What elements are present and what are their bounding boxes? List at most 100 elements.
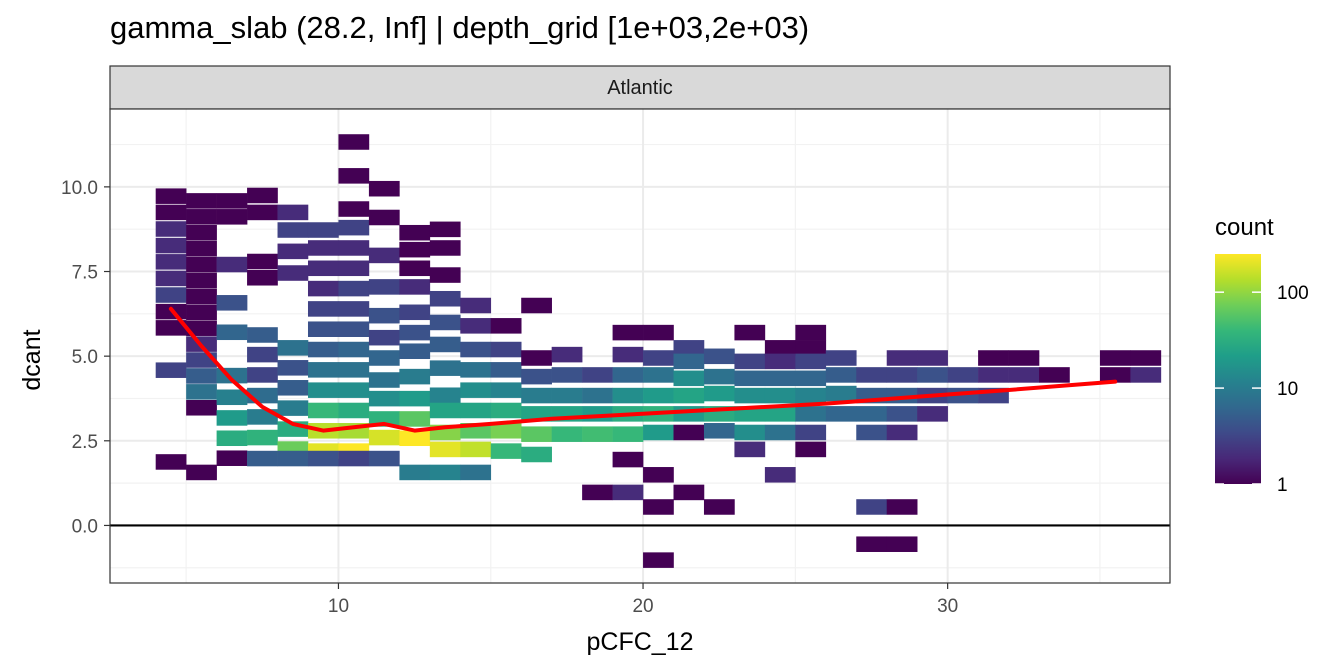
heatmap-cell bbox=[429, 464, 461, 481]
heatmap-cell bbox=[460, 382, 492, 398]
heatmap-cell bbox=[399, 224, 431, 241]
x-tick-label: 20 bbox=[632, 596, 653, 617]
legend-title: count bbox=[1215, 214, 1274, 241]
heatmap-cell bbox=[643, 552, 674, 568]
heatmap-cell bbox=[612, 387, 644, 404]
heatmap-cell bbox=[886, 499, 918, 515]
heatmap-cell bbox=[460, 318, 492, 334]
heatmap-cell bbox=[368, 429, 400, 446]
heatmap-cell bbox=[277, 360, 309, 376]
heatmap-cell bbox=[216, 256, 248, 273]
heatmap-cell bbox=[216, 410, 248, 426]
heatmap-cell bbox=[216, 389, 248, 406]
heatmap-cell bbox=[429, 336, 461, 353]
y-axis: 0.0 2.5 5.0 7.5 10.0 bbox=[61, 178, 110, 537]
heatmap-cell bbox=[764, 406, 796, 422]
heatmap-cell bbox=[764, 424, 796, 441]
heatmap-cell bbox=[734, 370, 766, 387]
heatmap-cell bbox=[490, 318, 522, 334]
heatmap-cell bbox=[643, 467, 674, 483]
heatmap-cell bbox=[917, 367, 948, 383]
heatmap-cell bbox=[338, 362, 370, 378]
heatmap-cell bbox=[186, 256, 217, 273]
heatmap-cell bbox=[886, 367, 918, 383]
heatmap-cell bbox=[521, 368, 552, 385]
heatmap-cell bbox=[795, 424, 827, 441]
heatmap-cell bbox=[490, 423, 522, 439]
heatmap-cell bbox=[703, 385, 735, 402]
heatmap-cell bbox=[155, 270, 187, 287]
heatmap-cell bbox=[886, 350, 918, 366]
heatmap-cell bbox=[612, 426, 644, 442]
heatmap-cell bbox=[338, 219, 370, 236]
heatmap-cell bbox=[521, 426, 552, 442]
heatmap-cell bbox=[795, 441, 827, 458]
heatmap-cell bbox=[582, 387, 613, 404]
heatmap-cell bbox=[247, 253, 278, 270]
y-axis-title: dcant bbox=[18, 329, 46, 390]
heatmap-cell bbox=[368, 390, 400, 407]
heatmap-cell bbox=[460, 464, 492, 481]
heatmap-cell bbox=[551, 346, 583, 363]
heatmap-cell bbox=[764, 340, 796, 356]
heatmap-cell bbox=[368, 450, 400, 467]
heatmap-cell bbox=[307, 450, 339, 467]
heatmap-cell bbox=[429, 221, 461, 238]
heatmap-cell bbox=[155, 221, 187, 237]
heatmap-cell bbox=[399, 324, 431, 341]
plot-panel bbox=[110, 109, 1170, 583]
heatmap-cell bbox=[277, 265, 309, 281]
heatmap-cell bbox=[886, 536, 918, 552]
heatmap-cell bbox=[734, 424, 766, 441]
heatmap-cell bbox=[429, 267, 461, 283]
heatmap-cell bbox=[186, 288, 217, 305]
heatmap-cell bbox=[795, 387, 827, 404]
y-tick-label: 7.5 bbox=[72, 263, 98, 284]
legend-colorbar bbox=[1215, 254, 1261, 484]
y-tick-label: 2.5 bbox=[72, 432, 98, 453]
heatmap-cell bbox=[795, 370, 827, 387]
heatmap-cell bbox=[186, 224, 217, 241]
x-tick-label: 30 bbox=[937, 596, 958, 617]
smooth-line bbox=[168, 306, 1118, 433]
heatmap-cell bbox=[825, 350, 857, 366]
heatmap-cell bbox=[521, 350, 552, 366]
heatmap-cell bbox=[734, 353, 766, 370]
heatmap-cell bbox=[338, 321, 370, 337]
heatmap-cell bbox=[307, 240, 339, 256]
heatmap-cell bbox=[399, 464, 431, 481]
heatmap-cell bbox=[368, 372, 400, 388]
heatmap-cell bbox=[643, 424, 674, 441]
heatmap-cell bbox=[825, 406, 857, 422]
heatmap-cell bbox=[277, 450, 309, 467]
heatmap-cell bbox=[399, 260, 431, 277]
heatmap-cell bbox=[582, 484, 613, 501]
heatmap-cell bbox=[338, 450, 370, 467]
heatmap-cell bbox=[338, 260, 370, 277]
heatmap-cell bbox=[703, 423, 735, 439]
heatmap-cell bbox=[1008, 350, 1040, 366]
heatmap-cell bbox=[734, 324, 766, 341]
heatmap-cell bbox=[307, 321, 339, 337]
heatmap-cell bbox=[338, 240, 370, 256]
heatmap-cell bbox=[643, 324, 674, 341]
heatmap-cell bbox=[307, 382, 339, 398]
heatmap-cell bbox=[429, 290, 461, 307]
heatmap-cell bbox=[795, 340, 827, 356]
heatmap-cell bbox=[429, 360, 461, 376]
heatmap-cell bbox=[338, 402, 370, 419]
heatmap-cell bbox=[307, 362, 339, 378]
heatmap-cell bbox=[399, 390, 431, 407]
heatmap-cell bbox=[216, 324, 248, 341]
heatmap-cell bbox=[673, 353, 705, 370]
heatmap-cell bbox=[429, 240, 461, 256]
heatmap-cell bbox=[490, 362, 522, 378]
heatmap-cell bbox=[307, 341, 339, 358]
heatmap-cell bbox=[886, 406, 918, 422]
heatmap-cell bbox=[155, 254, 187, 270]
heatmap-cell bbox=[673, 340, 705, 356]
heatmap-cell bbox=[216, 295, 248, 311]
heatmap-cell bbox=[277, 243, 309, 260]
legend-tick-label: 1 bbox=[1277, 475, 1288, 496]
